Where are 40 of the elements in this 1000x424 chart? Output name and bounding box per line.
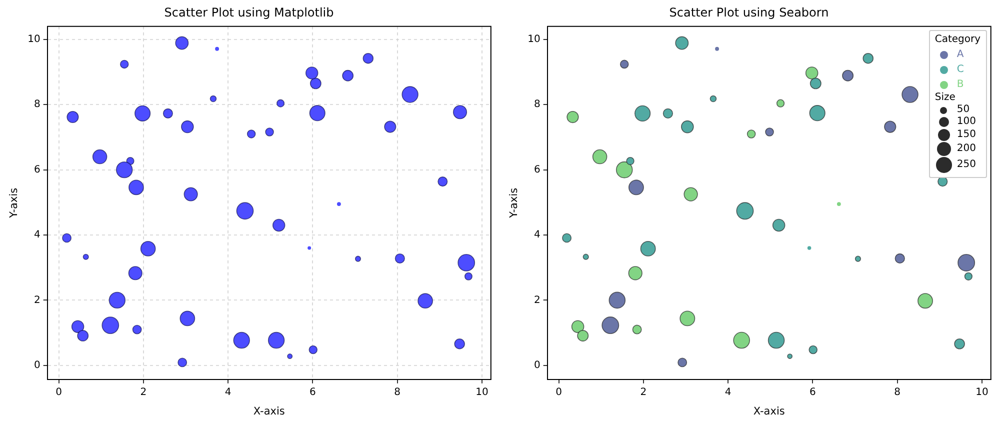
x-tick-label: 4 xyxy=(224,386,232,398)
y-tick-label: 6 xyxy=(534,164,540,176)
legend-label: 150 xyxy=(956,129,976,141)
x-axis-title: X-axis xyxy=(253,405,285,418)
y-tick-label: 8 xyxy=(534,99,540,110)
y-axis-title: Y-axis xyxy=(8,188,20,219)
y-axis-title: Y-axis xyxy=(508,188,520,219)
y-tick-label: 10 xyxy=(28,34,40,46)
legend-label: 100 xyxy=(956,116,976,128)
y-tick-label: 0 xyxy=(34,360,40,371)
chart-title: Scatter Plot using Seaborn xyxy=(669,5,829,20)
x-tick-label: 2 xyxy=(640,386,647,398)
x-axis-title: X-axis xyxy=(753,405,785,418)
legend-label: 50 xyxy=(956,104,970,116)
legend-label: B xyxy=(956,78,964,91)
y-tick-label: 2 xyxy=(534,294,540,306)
x-tick-label: 0 xyxy=(556,386,562,398)
text: C xyxy=(956,64,964,76)
legend-title: Category xyxy=(934,34,981,46)
x-tick-label: 8 xyxy=(894,386,901,398)
legend-label: A xyxy=(956,48,964,61)
x-tick-label: 0 xyxy=(56,386,62,398)
chart-title: Scatter Plot using Matplotlib xyxy=(164,5,334,20)
annotation: Size xyxy=(934,92,956,104)
y-tick-label: 8 xyxy=(34,99,40,110)
y-tick-label: 4 xyxy=(34,230,40,241)
y-tick-label: 10 xyxy=(528,34,540,46)
legend-label: 200 xyxy=(956,143,976,156)
y-tick-label: 4 xyxy=(534,230,540,241)
y-tick-label: 0 xyxy=(534,360,540,371)
x-tick-label: 10 xyxy=(476,386,488,398)
x-tick-label: 10 xyxy=(976,386,988,398)
y-tick-label: 6 xyxy=(34,164,40,176)
y-tick-label: 2 xyxy=(34,294,40,306)
x-tick-label: 6 xyxy=(810,386,816,398)
legend-label: 250 xyxy=(956,159,976,172)
x-tick-label: 2 xyxy=(140,386,147,398)
x-tick-label: 6 xyxy=(310,386,316,398)
x-tick-label: 4 xyxy=(724,386,732,398)
x-tick-label: 8 xyxy=(394,386,401,398)
